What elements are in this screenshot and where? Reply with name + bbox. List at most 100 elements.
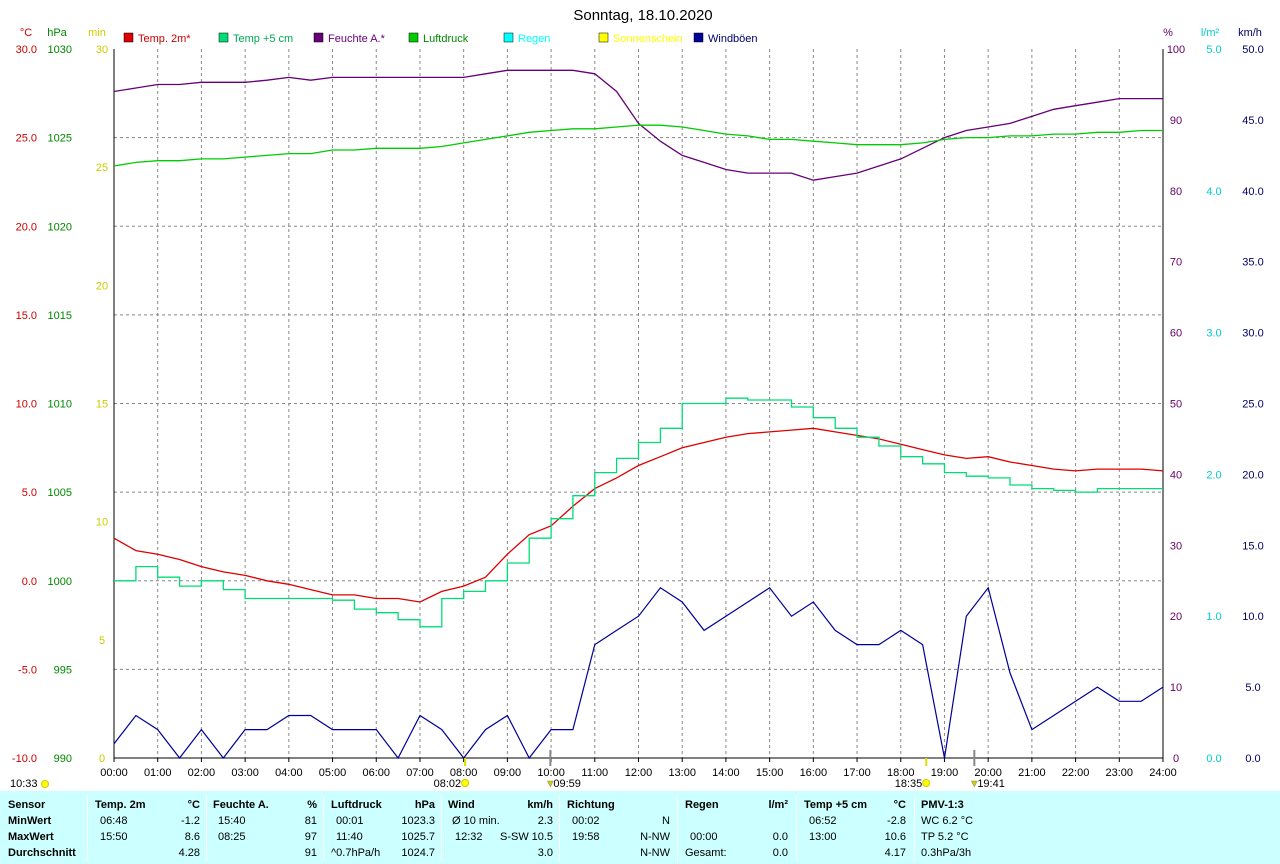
series-temp-5cm [114, 397, 1163, 628]
header-pmv: PMV-1:3 [921, 799, 964, 811]
min-wind-value: 2.3 [537, 815, 553, 827]
wind-axis-label: 30.0 [1242, 328, 1263, 340]
x-tick-label: 19:00 [931, 767, 959, 779]
temp-axis-label: 30.0 [16, 44, 37, 56]
header-wind: Wind [448, 799, 475, 811]
avg-wind-value: 3.0 [537, 847, 553, 859]
pressure-axis-label: 990 [54, 753, 72, 765]
header-wind-unit: km/h [527, 799, 553, 811]
max-pmv: TP 5.2 °C [921, 831, 969, 843]
max-hum-time: 08:25 [218, 831, 246, 843]
legend-label: Luftdruck [423, 33, 469, 45]
max-wind-time: 12:32 [455, 831, 483, 843]
header-pressure-unit: hPa [414, 799, 435, 811]
humidity-axis-label: 20 [1170, 611, 1182, 623]
x-tick-label: 21:00 [1018, 767, 1046, 779]
avg-rain-label: Gesamt: [685, 847, 727, 859]
header-rain-unit: l/m² [768, 799, 788, 811]
legend-swatch [693, 32, 704, 43]
x-tick-label: 16:00 [800, 767, 828, 779]
header-temp-unit: °C [187, 799, 200, 811]
avg-pmv: 0.3hPa/3h [921, 847, 972, 859]
wind-axis-label: 40.0 [1242, 186, 1263, 198]
legend-swatch [123, 32, 134, 43]
temp-axis-unit: °C [20, 27, 32, 39]
max-temp5-value: 10.6 [884, 831, 906, 843]
humidity-axis-label: 100 [1167, 44, 1185, 56]
header-temp5: Temp +5 cm [804, 799, 868, 811]
rain-axis-label: 4.0 [1206, 186, 1221, 198]
legend-label: Temp +5 cm [233, 33, 293, 45]
header-humidity-unit: % [307, 799, 317, 811]
humidity-axis-label: 40 [1170, 469, 1182, 481]
max-wind-value: 10.5 [531, 831, 553, 843]
legend-swatch [218, 32, 229, 43]
wind-axis-label: 20.0 [1242, 469, 1263, 481]
max-dir-value: N-NW [640, 831, 670, 843]
wind-axis-label: 25.0 [1242, 399, 1263, 411]
x-tick-label: 09:00 [494, 767, 522, 779]
avg-dir-value: N-NW [640, 847, 670, 859]
row-label-avg: Durchschnitt [8, 847, 76, 859]
x-tick-label: 17:00 [843, 767, 871, 779]
x-tick-label: 05:00 [319, 767, 347, 779]
series-wind-gusts [113, 586, 1164, 760]
series-temp-2m [113, 427, 1164, 603]
sun-axis-label: 20 [96, 280, 108, 292]
avg-pres-value: 1024.7 [401, 847, 435, 859]
legend-label: Sonnenschein [613, 33, 683, 45]
humidity-axis-label: 90 [1170, 115, 1182, 127]
wind-axis-label: 45.0 [1242, 115, 1263, 127]
header-temp: Temp. 2m [95, 799, 146, 811]
sun-icon [461, 779, 470, 787]
min-pres-time: 00:01 [336, 815, 364, 827]
temp-axis-label: 10.0 [16, 399, 37, 411]
min-temp5-time: 06:52 [809, 815, 837, 827]
min-temp-value: -1.2 [181, 815, 200, 827]
sun-axis-label: 10 [96, 517, 108, 529]
x-tick-label: 07:00 [406, 767, 434, 779]
avg-rain-value: 0.0 [772, 847, 788, 859]
temp-axis-label: 5.0 [22, 487, 37, 499]
min-temp5-value: -2.8 [887, 815, 906, 827]
x-tick-label: 06:00 [362, 767, 390, 779]
row-label-min: MinWert [8, 815, 52, 827]
x-tick-label: 13:00 [668, 767, 696, 779]
pressure-axis-label: 1015 [48, 310, 72, 322]
x-tick-label: 03:00 [231, 767, 259, 779]
temp-axis-label: 20.0 [16, 221, 37, 233]
max-temp-value: 8.6 [184, 831, 200, 843]
max-dir-time: 19:58 [572, 831, 600, 843]
rain-axis-label: 0.0 [1206, 753, 1221, 765]
pressure-axis-label: 995 [54, 664, 72, 676]
rain-axis-label: 3.0 [1206, 328, 1221, 340]
header-direction: Richtung [567, 799, 615, 811]
x-tick-label: 15:00 [756, 767, 784, 779]
humidity-axis-label: 10 [1170, 682, 1182, 694]
rain-axis-label: 2.0 [1206, 469, 1221, 481]
legend-swatch [313, 32, 324, 43]
rain-axis-label: 1.0 [1206, 611, 1221, 623]
chart-series [113, 69, 1164, 760]
chart-axes: 00:00 01:00 02:00 03:00 04:00 05:00 06:00 07:00… [10, 27, 1264, 790]
x-tick-label: 22:00 [1062, 767, 1090, 779]
pressure-axis-label: 1030 [48, 44, 72, 56]
legend-label: Windböen [708, 33, 758, 45]
wind-axis-label: 15.0 [1242, 540, 1263, 552]
x-tick-label: 24:00 [1149, 767, 1177, 779]
rain-axis-label: 5.0 [1206, 44, 1221, 56]
stats-table: Sensor Temp. 2m °C Feuchte A. % Luftdruc… [0, 791, 1280, 864]
humidity-axis-label: 30 [1170, 540, 1182, 552]
humidity-axis-unit: % [1163, 27, 1173, 39]
wind-axis-label: 5.0 [1245, 682, 1260, 694]
wind-axis-unit: km/h [1238, 27, 1262, 39]
legend-swatch [408, 32, 419, 43]
x-tick-label: 23:00 [1106, 767, 1134, 779]
avg-temp-value: 4.28 [178, 847, 200, 859]
x-tick-label: 10:00 [537, 767, 565, 779]
min-hum-time: 15:40 [218, 815, 246, 827]
pressure-axis-label: 1025 [48, 133, 72, 145]
max-rain-time: 00:00 [690, 831, 718, 843]
rain-axis-unit: l/m² [1201, 27, 1220, 39]
